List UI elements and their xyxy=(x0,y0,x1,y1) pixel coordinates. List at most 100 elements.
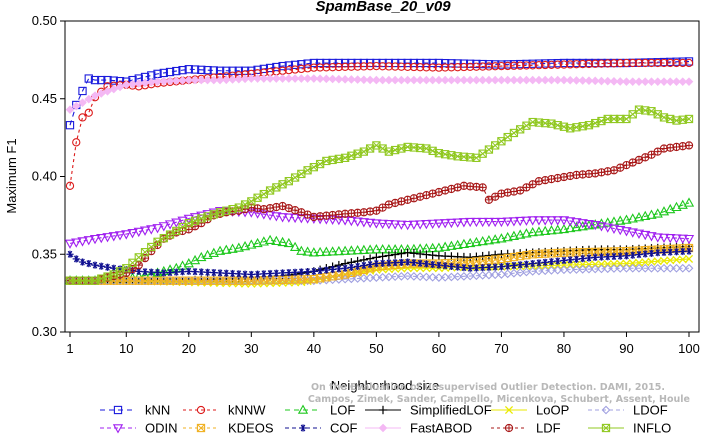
data-point xyxy=(440,219,451,229)
data-point xyxy=(577,221,588,231)
data-point xyxy=(347,62,356,71)
data-point xyxy=(621,214,632,224)
data-point xyxy=(277,236,288,247)
data-point xyxy=(378,272,388,282)
data-point xyxy=(510,261,518,270)
data-point xyxy=(172,268,180,276)
data-point xyxy=(340,75,350,84)
data-point xyxy=(271,212,282,222)
data-point xyxy=(459,75,469,85)
data-point xyxy=(96,234,107,244)
data-point xyxy=(609,59,619,68)
data-point xyxy=(127,229,138,239)
data-point xyxy=(591,59,600,68)
data-point xyxy=(415,58,425,68)
data-point xyxy=(227,243,238,253)
data-point xyxy=(103,86,112,96)
data-point xyxy=(602,223,613,233)
data-point xyxy=(397,197,406,206)
data-point xyxy=(534,61,544,70)
data-point xyxy=(666,256,675,265)
data-point xyxy=(540,75,550,85)
data-point xyxy=(559,265,569,275)
data-point xyxy=(491,62,500,71)
data-point xyxy=(352,217,363,227)
data-point xyxy=(565,217,576,227)
data-point xyxy=(315,58,325,68)
data-point xyxy=(84,94,94,104)
data-point xyxy=(303,268,312,276)
data-point xyxy=(527,216,538,226)
data-point xyxy=(214,245,226,255)
data-point xyxy=(108,232,119,242)
data-point xyxy=(403,271,413,281)
data-point xyxy=(440,241,451,251)
data-point xyxy=(503,75,512,85)
data-point xyxy=(684,263,694,273)
data-point xyxy=(434,75,444,85)
data-point xyxy=(234,66,243,75)
legend-item-fastabod: FastABOD xyxy=(365,421,472,434)
data-point xyxy=(659,263,669,273)
legend-item-lof: LOF xyxy=(285,403,355,418)
data-point xyxy=(347,75,356,84)
data-point xyxy=(428,63,437,72)
data-point xyxy=(441,262,449,270)
data-point xyxy=(78,98,87,107)
data-point xyxy=(415,75,425,85)
data-point xyxy=(121,230,132,240)
plot-area xyxy=(64,20,700,333)
legend-label: LDF xyxy=(536,421,561,434)
data-point xyxy=(315,74,325,83)
data-point xyxy=(565,75,575,85)
data-point xyxy=(409,62,419,72)
data-point xyxy=(477,235,488,246)
data-point xyxy=(397,258,405,266)
data-point xyxy=(397,62,406,71)
data-point xyxy=(385,259,393,267)
data-point xyxy=(78,113,87,122)
data-point xyxy=(103,263,112,271)
data-point xyxy=(516,61,525,70)
y-tick-label: 0.40 xyxy=(32,169,57,184)
data-point xyxy=(91,261,99,269)
data-point xyxy=(184,75,194,85)
data-point xyxy=(403,75,412,85)
data-point xyxy=(615,215,626,225)
data-point xyxy=(284,74,294,83)
data-point xyxy=(546,216,557,226)
data-point xyxy=(289,241,301,252)
data-point xyxy=(109,84,119,94)
data-point xyxy=(246,239,257,249)
legend-marker xyxy=(299,424,307,432)
data-point xyxy=(341,264,349,272)
data-point xyxy=(65,121,75,130)
data-point xyxy=(553,261,562,270)
data-point xyxy=(541,258,549,266)
data-point xyxy=(591,253,599,261)
data-point xyxy=(477,217,488,228)
data-point xyxy=(327,246,338,256)
data-point xyxy=(209,75,219,85)
data-point xyxy=(153,268,162,277)
data-point xyxy=(283,213,294,223)
data-point xyxy=(635,250,643,259)
data-point xyxy=(441,58,450,68)
data-point xyxy=(89,234,101,245)
legend-marker xyxy=(297,404,309,414)
data-point xyxy=(447,272,456,282)
data-point xyxy=(384,200,394,209)
legend-item-loop: LoOP xyxy=(491,403,569,418)
data-point xyxy=(471,236,482,247)
data-point xyxy=(384,62,394,71)
data-point xyxy=(408,220,420,230)
data-point xyxy=(577,219,588,229)
data-point xyxy=(672,248,681,256)
data-point xyxy=(65,105,75,114)
x-axis-label: Neighborhood size xyxy=(331,378,439,393)
data-point xyxy=(202,249,213,260)
legend-label: LDOF xyxy=(633,403,668,418)
data-point xyxy=(384,251,394,260)
data-point xyxy=(397,271,406,281)
data-point xyxy=(353,62,362,71)
